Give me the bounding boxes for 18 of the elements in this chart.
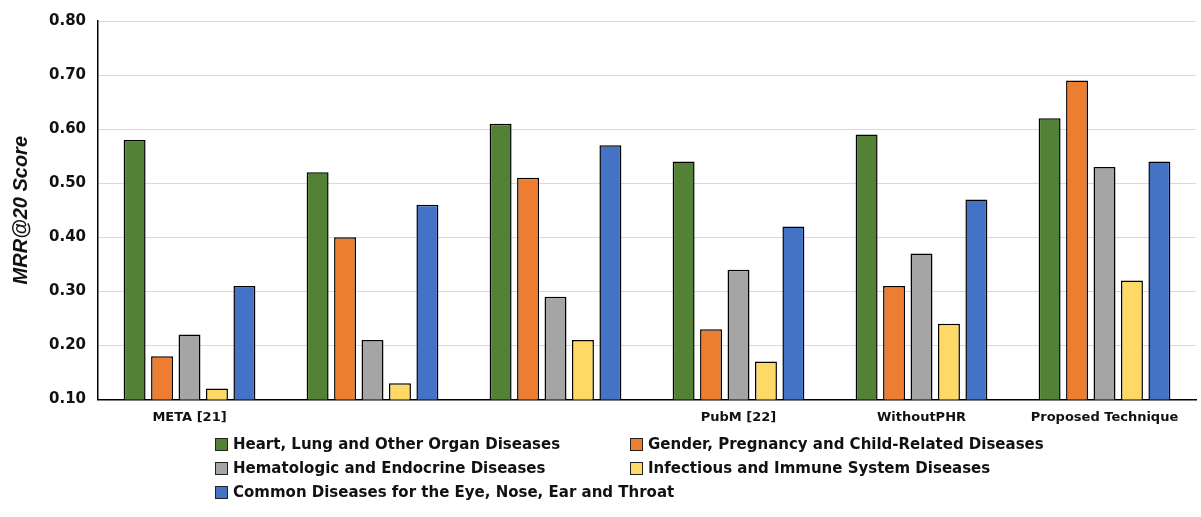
x-tick-label: META [21] xyxy=(152,408,227,424)
y-tick-label: 0.70 xyxy=(48,64,87,83)
y-tick-label: 0.50 xyxy=(48,173,87,192)
x-tick-label: WithoutPHR xyxy=(876,408,967,424)
y-tick-label: 0.20 xyxy=(48,335,87,354)
legend-label: Common Diseases for the Eye, Nose, Ear and Throat xyxy=(233,483,675,501)
legend-label: Gender, Pregnancy and Child-Related Diseases xyxy=(648,435,1044,453)
legend-label: Heart, Lung and Other Organ Diseases xyxy=(233,435,561,453)
y-tick-label: 0.10 xyxy=(48,389,87,408)
legend-label: Infectious and Immune System Diseases xyxy=(648,459,991,477)
y-axis-title: MRR@20 Score xyxy=(8,135,31,285)
y-tick-label: 0.40 xyxy=(48,227,87,246)
y-tick-label: 0.30 xyxy=(48,281,87,300)
y-tick-label: 0.80 xyxy=(48,10,87,29)
y-tick-label: 0.60 xyxy=(48,119,87,137)
x-tick-label: Proposed Technique xyxy=(1030,408,1179,424)
x-tick-label: PubM [22] xyxy=(700,408,777,424)
legend-label: Hematologic and Endocrine Diseases xyxy=(233,459,546,477)
